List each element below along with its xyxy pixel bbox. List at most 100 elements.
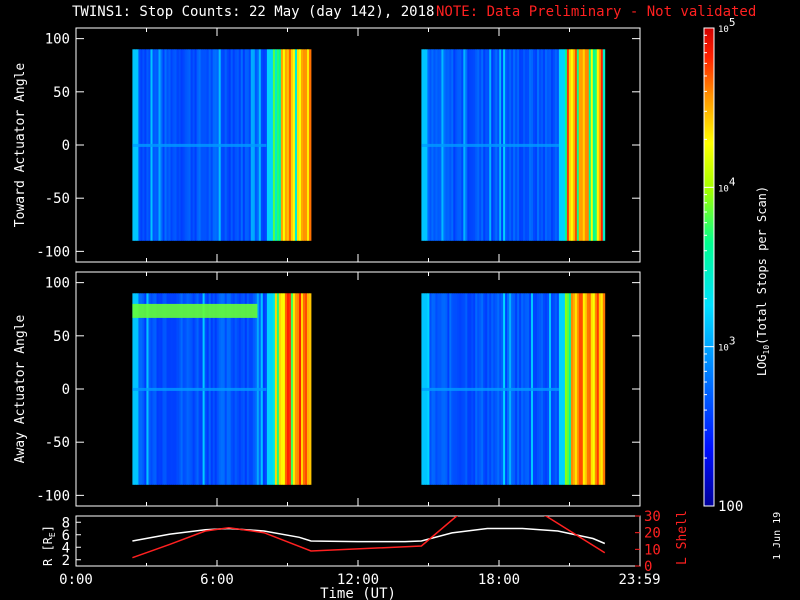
toward-panel-column	[309, 49, 312, 241]
toward-panel-column	[582, 49, 586, 241]
orbit-xtick-label: 12:00	[337, 572, 379, 588]
away-panel-column	[594, 293, 598, 485]
colorbar-tick-label: 104	[718, 175, 736, 194]
away-panel-column	[292, 293, 296, 485]
away-panel-column	[286, 293, 290, 485]
toward-panel-column	[584, 49, 588, 241]
toward-panel-column	[574, 49, 578, 241]
colorbar-label: LOG10(Total Stops per Scan)	[755, 186, 771, 376]
orbit-xtick-label: 0:00	[59, 572, 93, 588]
away-panel-column	[590, 293, 594, 485]
toward-panel-column	[284, 49, 288, 241]
away-panel-column	[303, 293, 306, 485]
toward-panel-column	[272, 49, 276, 241]
preliminary-note: NOTE: Data Preliminary - Not validated	[436, 4, 757, 20]
toward-panel-column	[268, 49, 272, 241]
toward-panel-column	[274, 49, 278, 241]
away-panel-column	[299, 293, 302, 485]
toward-panel-ytick-label: 0	[62, 138, 70, 154]
toward-panel-column	[292, 49, 296, 241]
toward-panel-column	[572, 49, 576, 241]
orbit-ytick-left-label: 2	[62, 553, 70, 569]
toward-panel-column	[596, 49, 600, 241]
away-panel-column	[598, 293, 602, 485]
toward-panel-column	[588, 49, 592, 241]
toward-panel-ytick-label: 50	[53, 85, 70, 101]
away-panel-column	[568, 293, 572, 485]
away-panel-column	[580, 293, 584, 485]
orbit-ylabel-left-text: R [R	[41, 536, 55, 566]
orbit-ylabel-left-sub: E	[48, 532, 57, 537]
away-panel-column	[592, 293, 596, 485]
away-panel-column	[280, 293, 284, 485]
away-panel-column	[584, 293, 588, 485]
colorbar-label-sub: 10	[762, 345, 771, 355]
colorbar-tick-base: 10	[718, 184, 729, 194]
away-panel-column	[560, 293, 564, 485]
toward-panel-column	[286, 49, 290, 241]
away-panel-column	[566, 293, 570, 485]
toward-panel-column	[307, 49, 310, 241]
toward-panel-ytick-label: -100	[36, 244, 70, 260]
orbit-xlabel: Time (UT)	[320, 586, 396, 600]
orbit-xtick-label: 23:59	[618, 572, 660, 588]
away-panel-column	[309, 293, 312, 485]
away-panel-column	[268, 293, 272, 485]
away-panel-column	[564, 293, 568, 485]
colorbar	[704, 28, 714, 506]
away-panel-column	[290, 293, 294, 485]
orbit-ytick-right-label: 0	[644, 559, 652, 575]
away-panel-column	[576, 293, 580, 485]
away-panel-zero-band	[421, 387, 559, 391]
toward-panel-column	[586, 49, 590, 241]
colorbar-tick-base: 10	[718, 344, 729, 354]
away-panel-column	[562, 293, 566, 485]
colorbar-label-pre: LOG	[755, 354, 769, 376]
away-panel-column	[586, 293, 590, 485]
away-panel-ytick-label: -100	[36, 488, 70, 504]
orbit-xtick-label: 18:00	[478, 572, 520, 588]
away-panel-ytick-label: -50	[45, 435, 70, 451]
toward-panel-column	[288, 49, 292, 241]
toward-panel-zero-band	[132, 143, 267, 147]
away-panel-column	[274, 293, 278, 485]
toward-panel-column	[303, 49, 306, 241]
away-panel-column	[574, 293, 578, 485]
away-panel-column	[282, 293, 286, 485]
away-panel-column	[578, 293, 582, 485]
away-panel-ytick-label: 0	[62, 382, 70, 398]
colorbar-tick-exp: 5	[729, 16, 736, 29]
away-panel-column	[602, 293, 606, 485]
away-panel-column	[278, 293, 282, 485]
toward-panel-column	[270, 49, 274, 241]
orbit-ytick-right-label: 20	[644, 526, 661, 542]
away-panel-column	[266, 293, 270, 485]
orbit-xtick-label: 6:00	[200, 572, 234, 588]
toward-panel-column	[282, 49, 286, 241]
toward-panel-column	[602, 49, 606, 241]
away-panel-column	[600, 293, 604, 485]
colorbar-tick-exp: 3	[729, 335, 736, 348]
toward-panel-column	[592, 49, 596, 241]
toward-panel-column	[580, 49, 584, 241]
orbit-ylabel-left-end: ]	[41, 525, 55, 532]
colorbar-label-post: (Total Stops per Scan)	[755, 186, 769, 345]
colorbar-tick-label: 105	[718, 16, 735, 35]
away-panel-ytick-label: 50	[53, 329, 70, 345]
away-panel-column	[305, 293, 308, 485]
orbit-ytick-left-label: 6	[62, 528, 70, 544]
orbit-ytick-left-label: 8	[62, 515, 70, 531]
toward-panel-column	[280, 49, 284, 241]
toward-panel-column	[578, 49, 582, 241]
toward-panel-column	[294, 49, 298, 241]
colorbar-tick-exp: 4	[729, 175, 736, 188]
away-panel-column	[596, 293, 600, 485]
toward-panel-column	[570, 49, 574, 241]
away-panel-column	[272, 293, 276, 485]
away-panel-column	[294, 293, 298, 485]
away-panel-column	[301, 293, 304, 485]
away-panel-column	[307, 293, 310, 485]
toward-panel-column	[290, 49, 294, 241]
toward-panel-column	[576, 49, 580, 241]
